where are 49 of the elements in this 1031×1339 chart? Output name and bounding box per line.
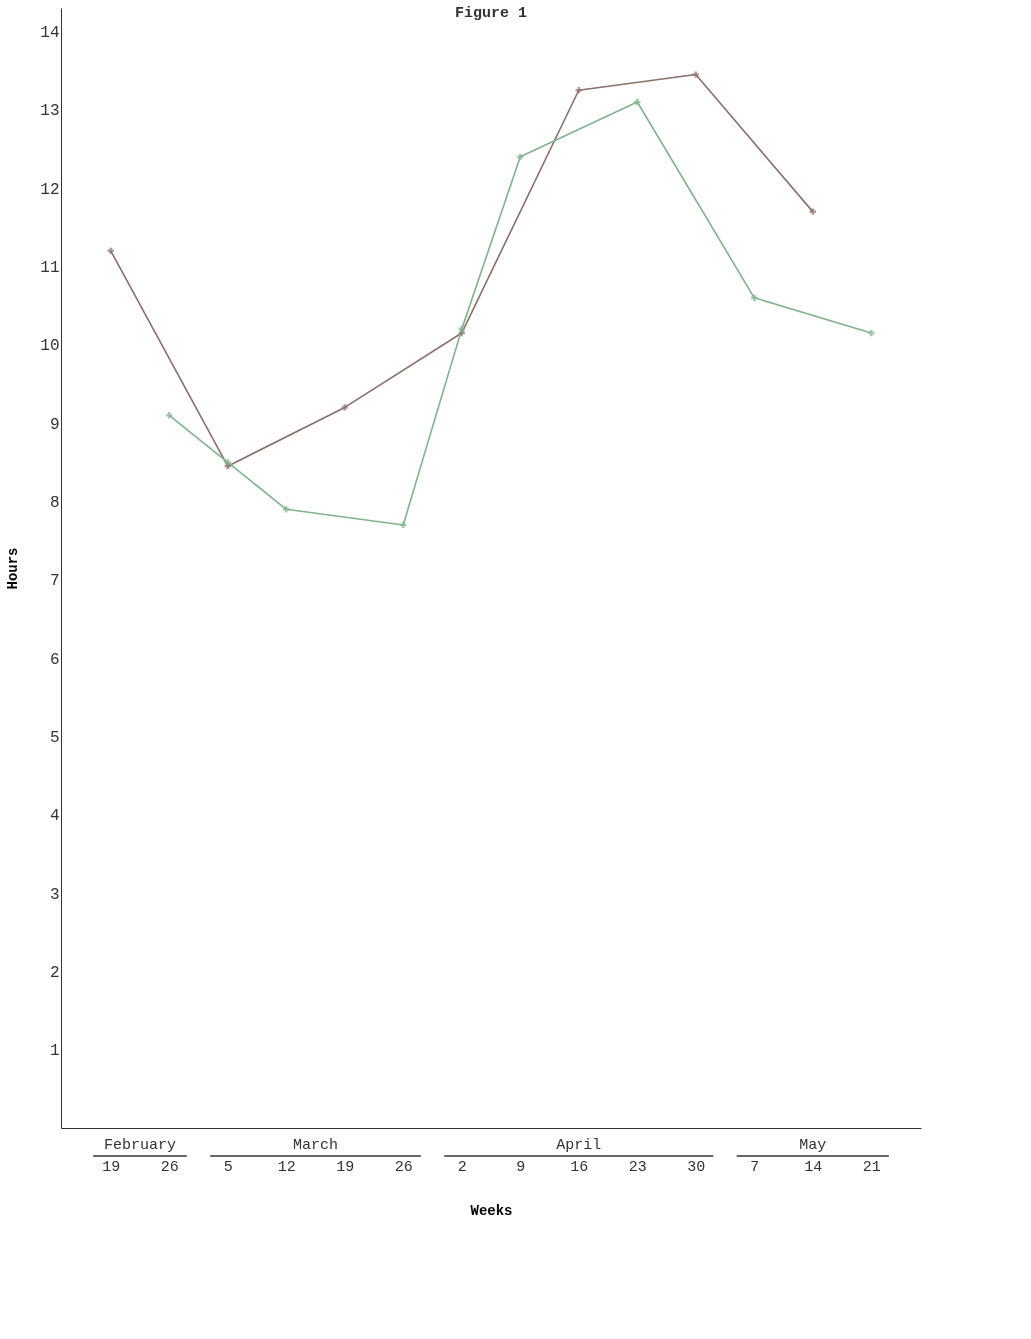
point	[107, 247, 114, 254]
y-tick-label: 9	[49, 415, 60, 434]
x-tick-label: 19	[336, 1158, 355, 1176]
text: March	[292, 1137, 338, 1154]
y-tick-label: 8	[49, 493, 60, 512]
point	[283, 506, 290, 513]
x-tick-label: 21	[862, 1158, 881, 1176]
y-tick-label: 10	[40, 337, 60, 356]
y-tick-label: 4	[49, 807, 60, 826]
x-tick-label: 26	[160, 1158, 179, 1176]
x-tick-label: 23	[628, 1158, 647, 1176]
text: February	[103, 1137, 176, 1154]
point	[692, 71, 699, 78]
x-tick-label: 16	[570, 1158, 589, 1176]
y-tick-label: 12	[40, 180, 60, 199]
x-tick-label: 5	[223, 1158, 233, 1176]
point	[458, 325, 465, 333]
point	[868, 329, 875, 337]
x-axis-title: Weeks	[470, 1202, 513, 1219]
x-tick-label: 7	[750, 1158, 760, 1176]
y-tick-label: 14	[40, 24, 60, 42]
x-tick-label: 9	[516, 1158, 526, 1176]
point	[575, 87, 582, 94]
y-tick-label: 3	[49, 885, 60, 904]
chart-title: Figure 1	[454, 5, 528, 22]
point	[400, 521, 407, 529]
x-tick-label: 30	[687, 1158, 706, 1176]
y-tick-label: 1	[49, 1042, 60, 1061]
y-tick-label: 7	[49, 572, 60, 591]
y-tick-label: 11	[40, 258, 60, 277]
text: May	[799, 1137, 827, 1154]
point	[166, 412, 173, 419]
x-tick-label: 12	[277, 1158, 296, 1176]
y-axis-title: Hours	[5, 547, 22, 590]
y-tick-label: 2	[49, 963, 60, 982]
text: April	[556, 1137, 602, 1154]
y-tick-label: 6	[49, 650, 60, 669]
y-tick-label: 13	[40, 102, 60, 121]
x-tick-label: 26	[394, 1158, 413, 1176]
y-tick-label: 5	[49, 728, 60, 747]
x-tick-label: 14	[804, 1158, 823, 1176]
point	[517, 153, 524, 160]
x-tick-label: 19	[102, 1158, 121, 1176]
point	[341, 404, 348, 411]
x-tick-label: 2	[457, 1158, 467, 1176]
point	[809, 208, 816, 215]
point	[751, 294, 758, 301]
point	[634, 98, 641, 106]
point	[224, 459, 231, 466]
